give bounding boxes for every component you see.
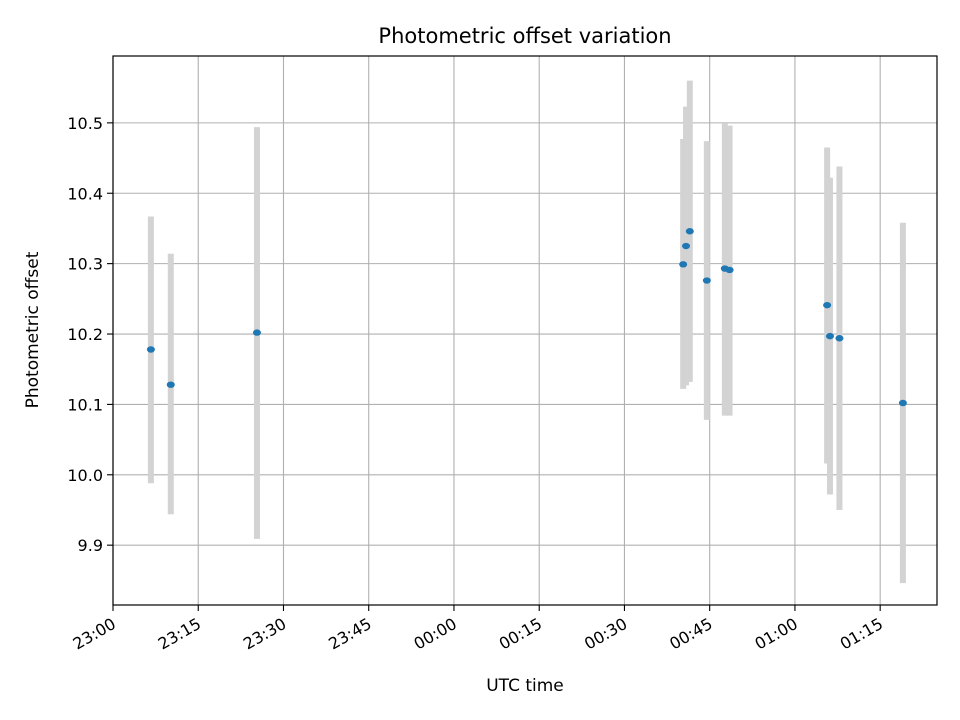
- y-tick-label: 10.4: [67, 184, 103, 203]
- data-point: [702, 277, 711, 284]
- x-tick-label: 23:00: [70, 614, 119, 654]
- y-tick-label: 10.1: [67, 395, 103, 414]
- data-point: [146, 346, 155, 353]
- data-point: [252, 329, 261, 336]
- data-point: [835, 335, 844, 342]
- x-tick-label: 23:45: [325, 614, 374, 654]
- data-point: [823, 301, 832, 309]
- y-axis-ticks: 9.9 10.0 10.1 10.2 10.3 10.4 10.5: [67, 114, 113, 555]
- x-tick-label: 00:45: [666, 614, 715, 654]
- y-tick-label: 10.3: [67, 255, 103, 274]
- x-tick-label: 00:30: [581, 614, 630, 654]
- y-axis-label: Photometric offset: [23, 251, 43, 408]
- y-tick-label: 10.2: [67, 325, 103, 344]
- data-point: [166, 381, 175, 388]
- plot-frame: [112, 55, 938, 606]
- grid: [112, 56, 937, 605]
- data-point: [825, 332, 834, 340]
- x-axis-label: UTC time: [486, 676, 564, 696]
- data-point: [898, 399, 907, 407]
- chart-title: Photometric offset variation: [378, 24, 671, 48]
- data-points: [146, 228, 907, 407]
- x-tick-label: 00:15: [496, 614, 545, 654]
- x-tick-label: 23:30: [240, 614, 289, 654]
- x-axis-ticks: 23:00 23:15 23:30 23:45 00:00 00:15 00:30 00:45…: [70, 605, 886, 654]
- y-tick-label: 9.9: [78, 536, 103, 555]
- x-tick-label: 00:00: [411, 614, 460, 654]
- y-tick-label: 10.0: [67, 466, 103, 485]
- x-tick-label: 01:15: [837, 614, 886, 654]
- data-point: [685, 228, 694, 235]
- x-tick-label: 23:15: [155, 614, 204, 654]
- error-bars: [147, 80, 906, 584]
- data-point: [679, 261, 688, 268]
- y-tick-label: 10.5: [67, 114, 103, 133]
- data-point: [682, 242, 691, 250]
- data-point: [725, 266, 734, 274]
- x-tick-label: 01:00: [751, 614, 800, 654]
